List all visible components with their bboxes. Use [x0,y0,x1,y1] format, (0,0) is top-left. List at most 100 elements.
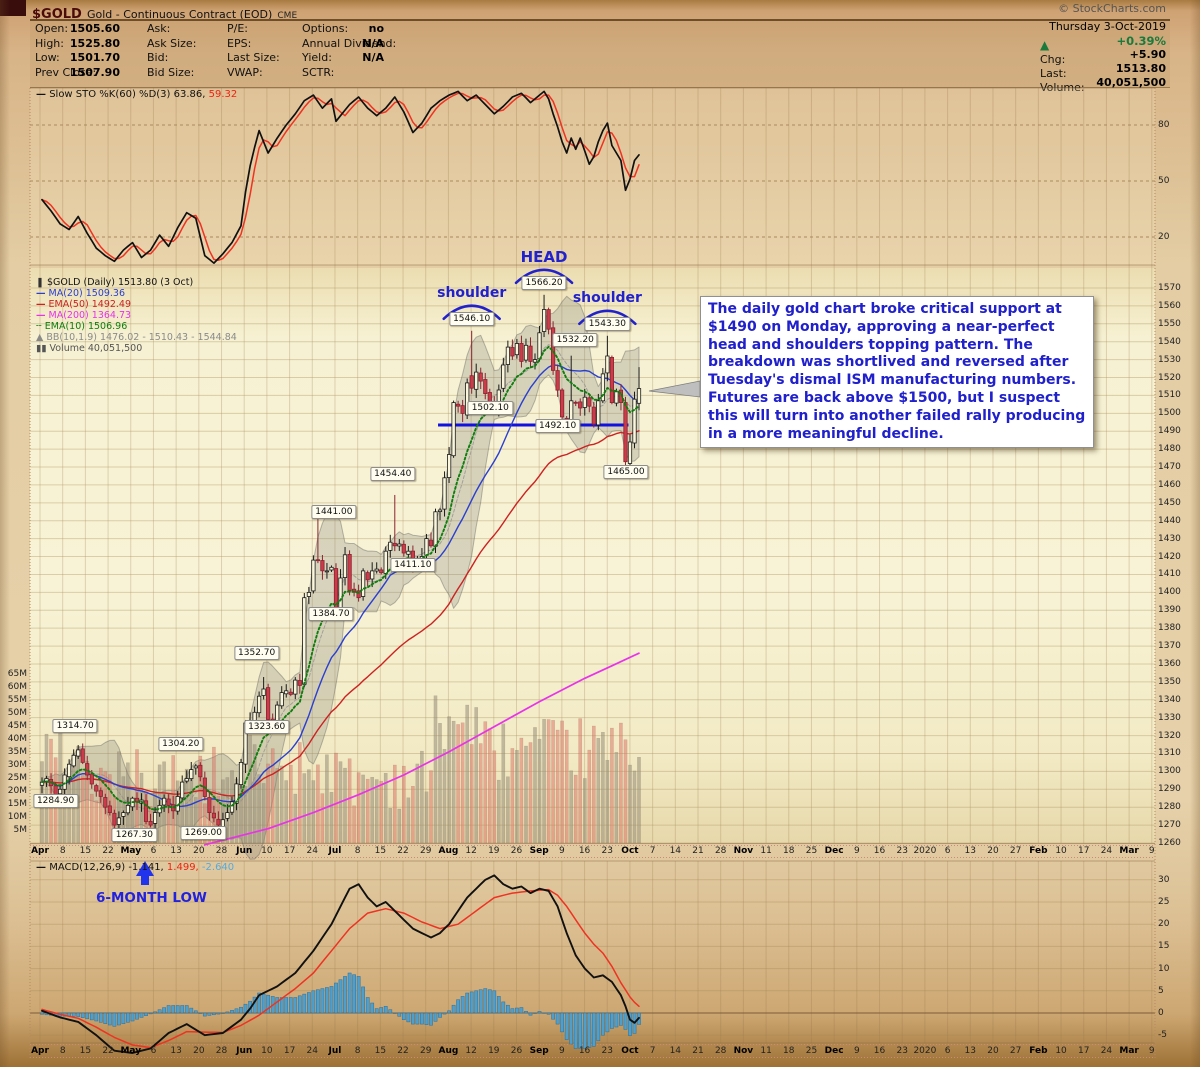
moving-averages [41,364,640,846]
bars-icon: ▮▮ [36,343,47,354]
x-axis-label: Sep [529,846,549,856]
quote-value: N/A [362,36,384,50]
quote-panel [30,19,1170,88]
x-axis-label: Apr [31,846,49,856]
price-axis-label: 1360 [1158,658,1181,669]
sto-legend: — Slow STO %K(60) %D(3) 63.86, 59.32 [36,89,237,100]
x-axis-label: 28 [215,1046,228,1056]
x-axis-label: 7 [649,1046,656,1056]
x-axis-label: 9 [558,1046,565,1056]
x-axis-label: 20 [193,1046,205,1056]
price-axis-label: 1500 [1158,408,1181,419]
x-axis-label: Jun [236,1046,253,1056]
macd-signal-value: 1.499, [166,862,199,873]
x-axis-label: 21 [692,1046,704,1056]
price-callout: 1441.00 [311,504,357,519]
legend-title: ❚ $GOLD (Daily) 1513.80 (3 Oct) [36,277,194,288]
quote-label: EPS: [227,36,252,50]
x-axis-label: Dec [824,1046,844,1056]
pattern-label-head: HEAD [520,247,568,266]
x-axis-label: 15 [374,1046,387,1056]
price-axis-label: 1400 [1158,587,1181,598]
x-axis-label: Sep [529,1046,549,1056]
x-axis-label: Mar [1119,846,1139,856]
x-axis-label: 22 [102,1046,114,1056]
x-axis-label: 16 [578,846,591,856]
price-axis-label: 1570 [1158,283,1181,293]
x-axis-label: 9 [853,1046,860,1056]
quote-summary-row: Chg: +5.90 [1040,48,1166,66]
price-axis-label: 1260 [1158,838,1181,848]
quote-label: P/E: [227,22,248,35]
x-axis-label: 8 [354,1046,361,1056]
sto-axis-label: 20 [1158,232,1170,242]
x-axis-label: 20 [987,1046,999,1056]
candlestick-icon: ❚ [36,277,44,288]
x-axis-label: Aug [438,846,459,856]
x-axis-label: 6 [150,846,157,856]
symbol-description: Gold - Continuous Contract (EOD) [86,8,273,21]
macd-hist-value: -2.640 [201,862,235,873]
x-axis-label: 14 [669,1046,682,1056]
price-callout: 1323.60 [244,720,290,735]
price-axis-label: 1390 [1158,605,1181,616]
x-axis-label: 24 [306,846,318,856]
price-axis-label: 1440 [1158,515,1181,526]
quote-label: Options: [302,22,349,35]
price-axis-label: 1410 [1158,569,1181,580]
price-callout: 1532.20 [552,332,598,347]
left-edge-shade [0,0,10,1067]
x-axis-label: 23 [601,846,613,856]
x-axis-label: 22 [397,1046,409,1056]
price-axis-label: 1480 [1158,444,1181,455]
price-axis-label: 1310 [1158,748,1181,759]
price-axis-label: 1270 [1158,820,1181,831]
price-axis-label: 1290 [1158,784,1181,795]
chart-legend: ❚ $GOLD (Daily) 1513.80 (3 Oct) — MA(20) … [36,277,237,354]
x-axis-label: 12 [465,1046,477,1056]
macd-axis-label: 20 [1158,919,1170,930]
sto-d-value: 59.32 [208,89,238,100]
x-axis-label: 23 [896,1046,908,1056]
six-month-low-arrow-icon [136,861,154,885]
x-axis-label: 25 [805,846,818,856]
macd-plot [40,874,641,1054]
copyright-label: © StockCharts.com [1058,2,1166,15]
x-axis-label: 9 [1148,1046,1155,1056]
price-axis-label: 1490 [1158,426,1181,437]
macd-axis-label: 0 [1158,1008,1164,1018]
volume-axis-label: 30M [7,760,27,770]
x-axis-label: 8 [59,846,66,856]
price-axis-label: 1330 [1158,712,1181,723]
x-axis-label: 17 [1078,1046,1090,1056]
x-axis-label: Jun [236,846,253,856]
sto-axis-label: 50 [1158,176,1170,186]
quote-label: VWAP: [227,65,263,79]
macd-swatch-icon: — [36,862,46,873]
price-axis-label: 1460 [1158,479,1181,490]
x-axis-label: 19 [488,846,500,856]
quote-label: Ask Size: [147,36,197,50]
quote-label: Open: [35,22,69,35]
quote-value: no [368,22,384,35]
x-axis-label: Feb [1029,846,1048,856]
x-axis-label: Jul [328,846,342,856]
x-axis-label: 6 [944,846,951,856]
x-axis-label: 17 [1078,846,1090,856]
x-axis-label: 14 [669,846,682,856]
x-axis-label: 24 [1100,846,1113,856]
x-axis-label: 20 [987,846,999,856]
price-axis-label: 1320 [1158,730,1181,741]
price-axis-label: 1530 [1158,354,1181,365]
ema10-line [41,345,640,811]
x-axis-label: Nov [733,1046,754,1056]
corner-decoration [0,0,26,16]
quote-label: Prev Close: [35,65,97,79]
x-axis-label: 25 [805,1046,818,1056]
x-axis-label: Apr [31,1046,49,1056]
up-arrow-icon: ▲ [1040,38,1050,52]
price-axis-label: 1540 [1158,336,1181,347]
x-axis-label: Mar [1119,1046,1139,1056]
x-axis-label: 7 [649,846,656,856]
chart-title: $GOLD Gold - Continuous Contract (EOD) C… [32,3,297,22]
